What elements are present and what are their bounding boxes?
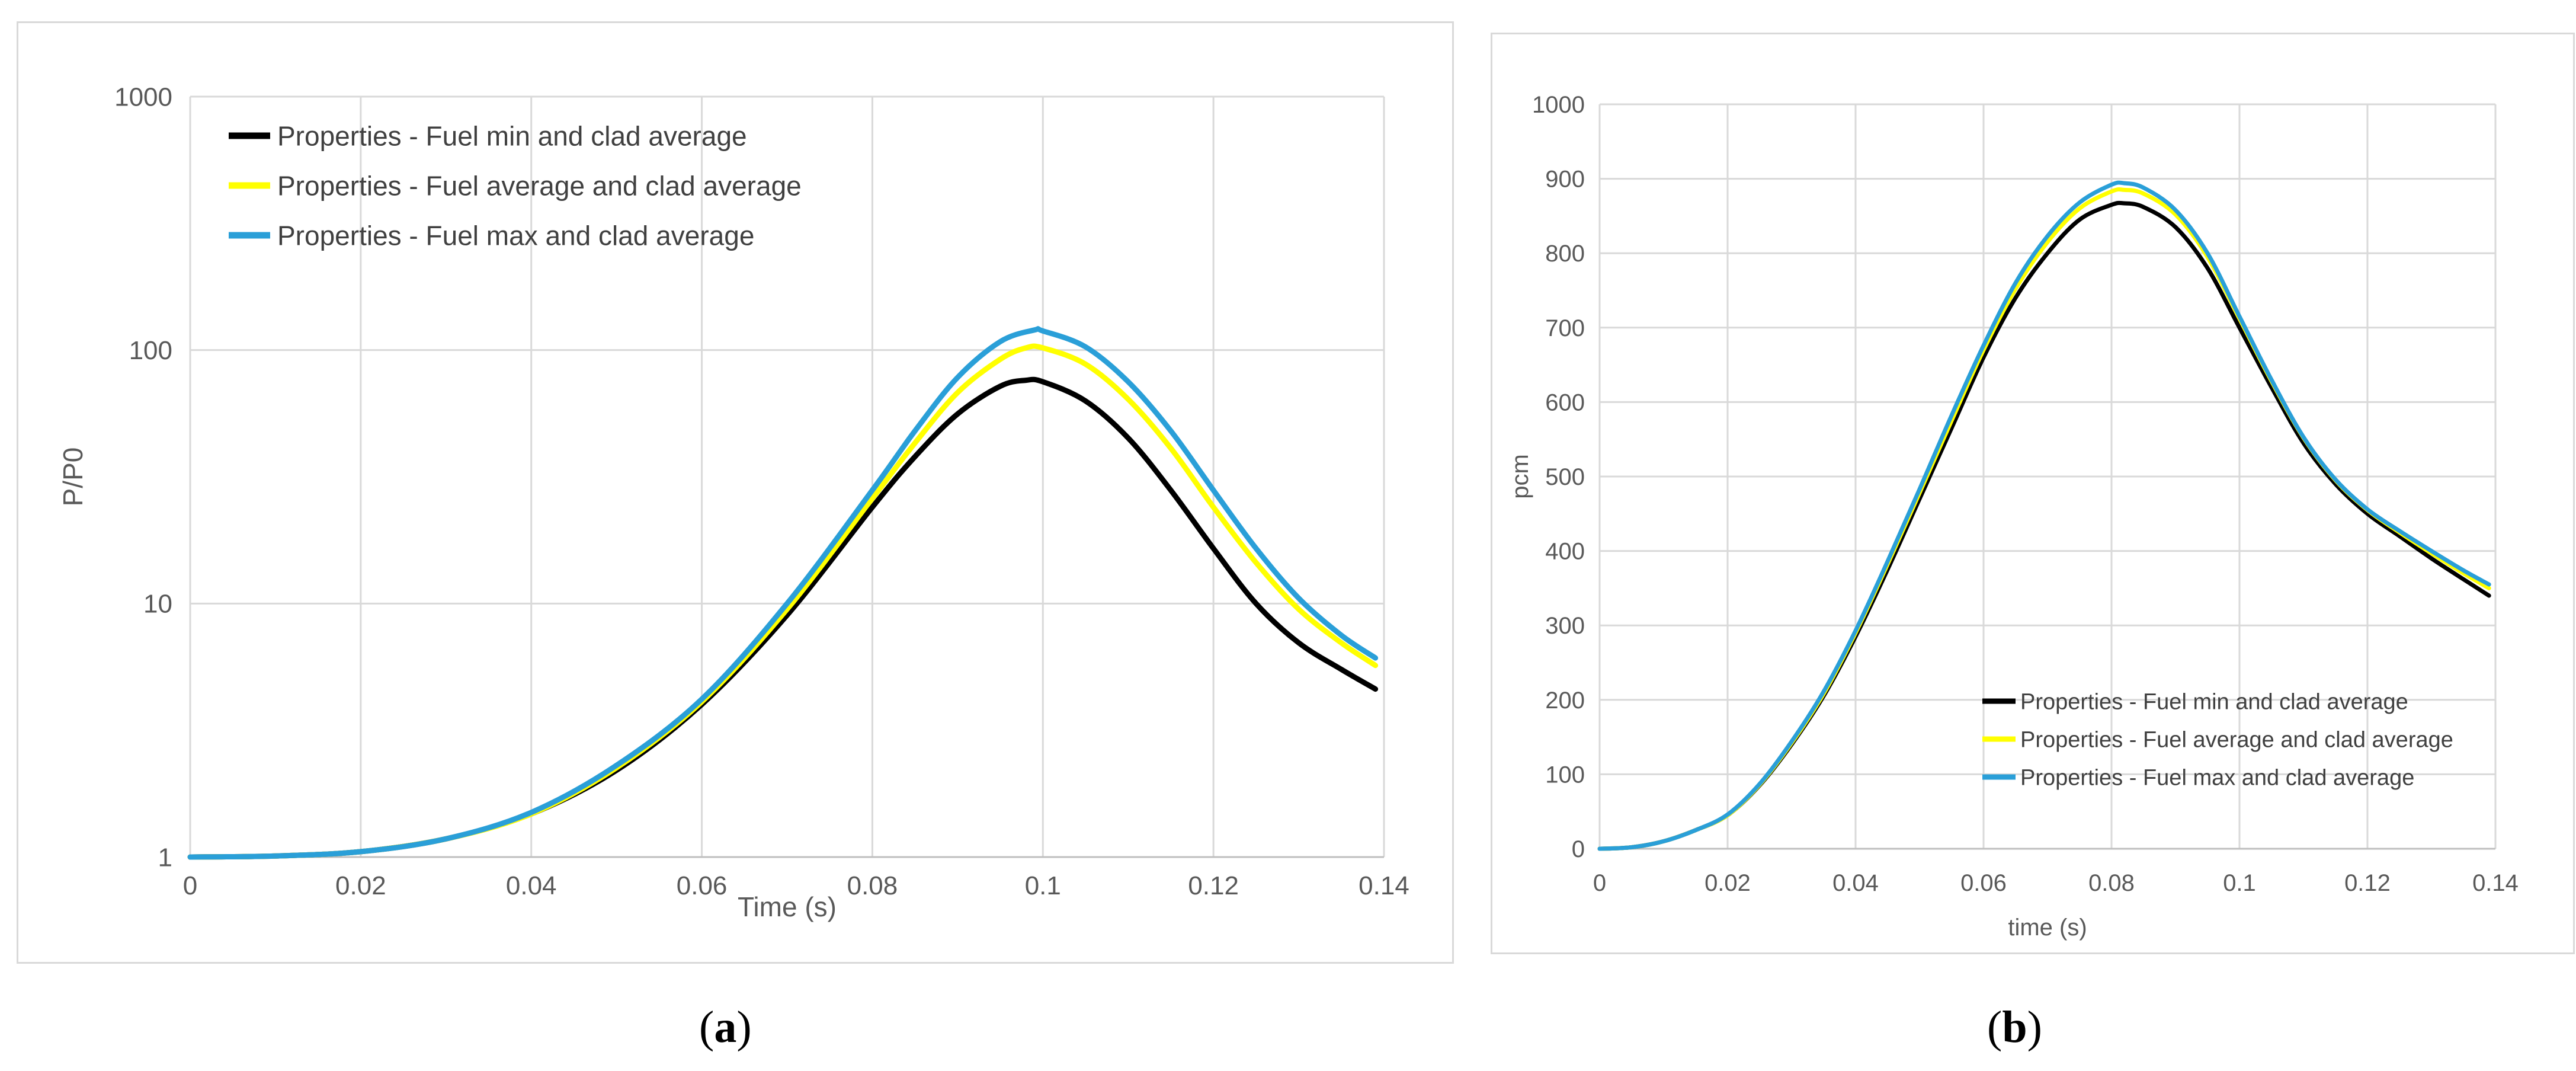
chart-b-x-tick-label: 0.14 [2472, 870, 2519, 896]
chart-a-x-tick-label: 0.12 [1188, 871, 1239, 900]
chart-b-x-tick-label: 0.1 [2223, 870, 2256, 896]
chart-a-x-tick-label: 0.04 [506, 871, 557, 900]
chart-b-y-tick-label: 800 [1545, 241, 1585, 267]
chart-b-series-line-3 [1597, 180, 2491, 851]
chart-b-legend-label: Properties - Fuel min and clad average [2020, 690, 2408, 715]
chart-b-x-tick-label: 0.04 [1832, 870, 1879, 896]
chart-a-y-tick-label: 1 [158, 843, 172, 872]
chart-b-x-tick-label: 0.06 [1960, 870, 2007, 896]
chart-a-x-tick-label: 0 [183, 871, 197, 900]
chart-b-x-tick-label: 0 [1593, 870, 1606, 896]
caption-a-open: ( [699, 1002, 715, 1052]
chart-a-legend-label: Properties - Fuel max and clad average [277, 220, 754, 251]
chart-a-x-tick-label: 0.02 [335, 871, 386, 900]
chart-a-x-tick-label: 0.08 [847, 871, 898, 900]
chart-a-x-tick-label: 0.06 [677, 871, 728, 900]
chart-b-y-tick-label: 500 [1545, 464, 1585, 490]
chart-a-x-tick-label: 0.1 [1025, 871, 1061, 900]
chart-b-y-tick-label: 900 [1545, 167, 1585, 193]
chart-panel-b: 0 0.02 0.04 0.06 0.08 0.1 0.12 0.14 0 100 200 300 40… [1491, 33, 2575, 954]
chart-b-y-tick-label: 200 [1545, 688, 1585, 714]
chart-a-legend-label: Properties - Fuel min and clad average [277, 121, 747, 152]
chart-b-legend-label: Properties - Fuel max and clad average [2020, 766, 2414, 791]
chart-b-svg: 0 0.02 0.04 0.06 0.08 0.1 0.12 0.14 0 100 200 300 40… [1507, 92, 2519, 941]
chart-b-x-tick-label: 0.12 [2344, 870, 2391, 896]
chart-b-x-axis-title: time (s) [2008, 915, 2087, 941]
caption-a-label: a [714, 1002, 737, 1052]
caption-b-open: ( [1987, 1002, 2003, 1052]
chart-b-y-tick-label: 0 [1572, 836, 1585, 862]
caption-b-close: ) [2027, 1002, 2042, 1052]
chart-a-y-tick-label: 1000 [114, 82, 172, 111]
chart-a-series-line-3 [187, 326, 1379, 860]
chart-b-y-axis-title: pcm [1507, 454, 1533, 499]
caption-a: (a) [699, 1002, 752, 1053]
chart-b-y-tick-label: 600 [1545, 389, 1585, 415]
chart-a-series-line-2 [187, 343, 1379, 860]
chart-a-y-tick-label: 10 [143, 590, 172, 619]
chart-b-y-tick-label: 400 [1545, 539, 1585, 565]
chart-b-y-tick-label: 700 [1545, 315, 1585, 341]
chart-a-x-tick-label: 0.14 [1359, 871, 1409, 900]
chart-panel-a: 0 0.02 0.04 0.06 0.08 0.1 0.12 0.14 1 10 100 1000 Ti… [17, 21, 1454, 964]
chart-b-x-tick-label: 0.08 [2088, 870, 2135, 896]
chart-a-x-axis-title: Time (s) [738, 891, 837, 922]
chart-b-y-tick-label: 1000 [1532, 92, 1585, 118]
chart-a-svg: 0 0.02 0.04 0.06 0.08 0.1 0.12 0.14 1 10 100 1000 Ti… [57, 82, 1409, 922]
chart-b-x-tick-label: 0.02 [1704, 870, 1751, 896]
chart-a-legend-label: Properties - Fuel average and clad avera… [277, 171, 802, 202]
chart-b-legend-label: Properties - Fuel average and clad avera… [2020, 728, 2453, 753]
chart-b-y-tick-label: 300 [1545, 613, 1585, 639]
chart-b-y-tick-label: 100 [1545, 762, 1585, 788]
chart-a-y-tick-label: 100 [129, 336, 172, 365]
chart-a-y-axis-title: P/P0 [57, 447, 88, 507]
caption-b-label: b [2002, 1002, 2027, 1052]
caption-b: (b) [1987, 1002, 2042, 1053]
caption-a-close: ) [736, 1002, 752, 1052]
